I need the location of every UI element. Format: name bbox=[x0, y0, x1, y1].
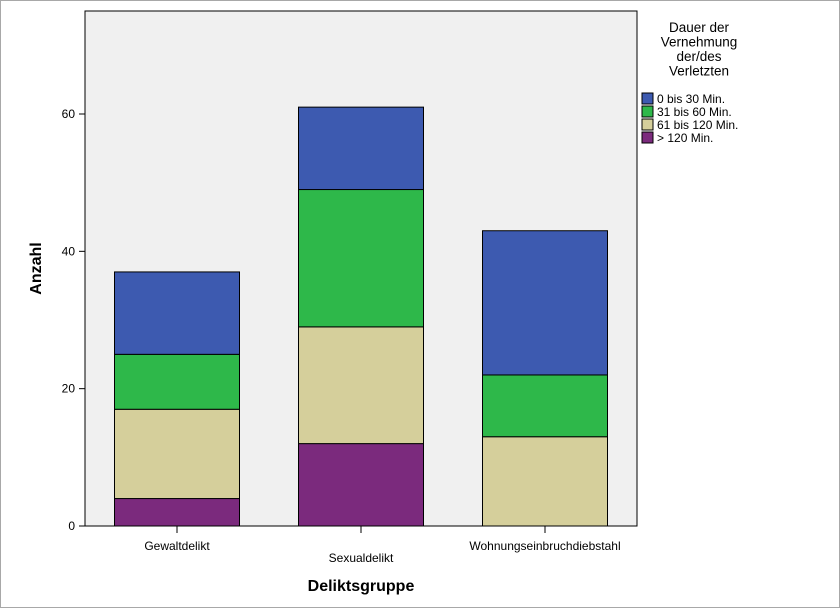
y-axis: 0 20 40 60 bbox=[62, 107, 85, 533]
x-tick-label: Wohnungseinbruchdiebstahl bbox=[469, 539, 620, 553]
legend-swatch bbox=[641, 92, 654, 105]
x-tick-label: Gewaltdelikt bbox=[144, 539, 210, 553]
legend-title-line: Vernehmung bbox=[661, 35, 738, 50]
bar-segment bbox=[114, 498, 240, 527]
bar-segment bbox=[114, 408, 240, 500]
y-axis-title: Anzahl bbox=[28, 242, 45, 294]
bar-segment bbox=[482, 230, 608, 376]
bar-segment bbox=[298, 326, 424, 445]
y-tick-label: 20 bbox=[62, 382, 76, 396]
bar-segment bbox=[114, 271, 240, 355]
legend-title-line: Verletzten bbox=[669, 64, 729, 79]
legend-entry-label: > 120 Min. bbox=[657, 131, 713, 145]
x-tick-label: Sexualdelikt bbox=[329, 551, 394, 565]
legend-entry-label: 61 bis 120 Min. bbox=[657, 118, 738, 132]
bar-segment bbox=[114, 353, 240, 410]
legend-swatch bbox=[641, 105, 654, 118]
legend-swatch bbox=[641, 131, 654, 144]
bar-segment bbox=[298, 443, 424, 527]
bar-segment bbox=[298, 106, 424, 191]
y-tick-label: 60 bbox=[62, 107, 76, 121]
legend-entry-label: 31 bis 60 Min. bbox=[657, 105, 732, 119]
x-axis: Gewaltdelikt Sexualdelikt Wohnungseinbruch… bbox=[144, 526, 621, 565]
legend-entry-label: 0 bis 30 Min. bbox=[657, 92, 725, 106]
bar-segment bbox=[482, 436, 608, 527]
legend-title-line: Dauer der bbox=[669, 20, 730, 35]
x-axis-title: Deliktsgruppe bbox=[308, 578, 415, 595]
bar-segment bbox=[298, 189, 424, 328]
bars-layer bbox=[114, 106, 608, 527]
y-tick-label: 0 bbox=[68, 519, 75, 533]
legend-swatch bbox=[641, 118, 654, 131]
bar-segment bbox=[482, 374, 608, 438]
legend-title-line: der/des bbox=[676, 49, 721, 64]
y-tick-label: 40 bbox=[62, 244, 76, 258]
